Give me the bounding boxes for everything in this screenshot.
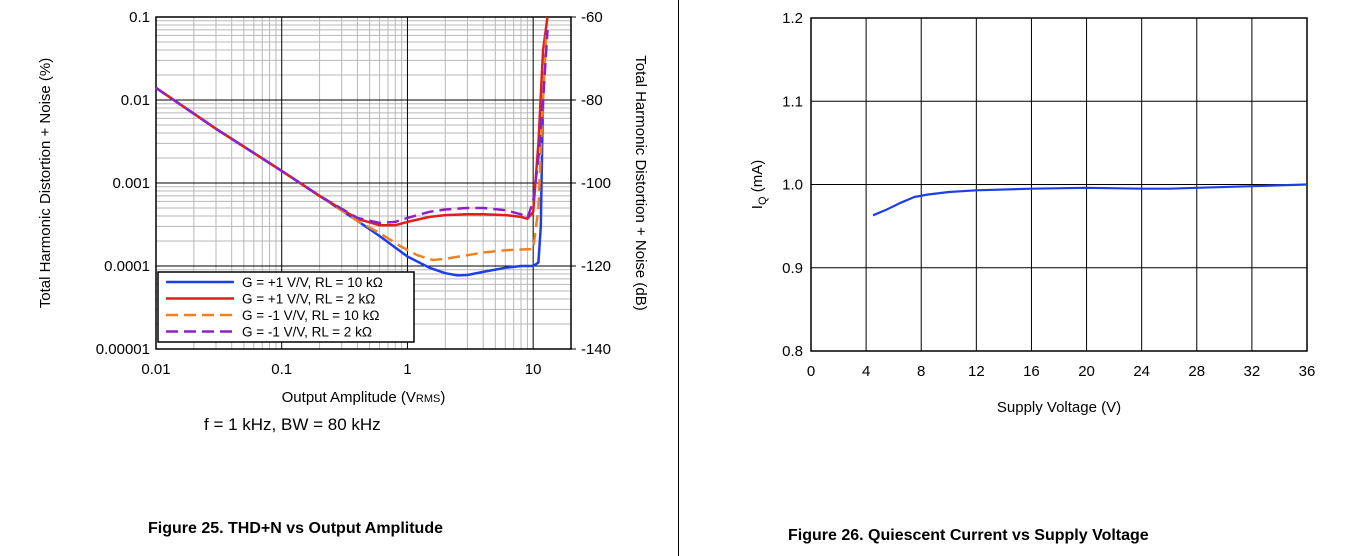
y2-tick-label: -140 [581, 341, 611, 358]
y-tick-label: 1.1 [782, 93, 803, 110]
y-tick-label: 0.00001 [96, 341, 150, 358]
test-condition-note: f = 1 kHz, BW = 80 kHz [204, 415, 381, 434]
figure-25-panel: 0.01 0.1 1 10 0.00001 0.0001 0.001 0.01 0.1 -140 -… [37, 9, 649, 537]
panel-divider [678, 0, 679, 556]
series-line-2 [155, 16, 549, 227]
y2-tick-label: -120 [581, 258, 611, 275]
y-tick-label: 0.9 [782, 260, 803, 277]
y-axis-label: IQ (mA) [749, 160, 769, 209]
y-tick-label: 0.001 [112, 175, 150, 192]
x-tick-label: 8 [917, 363, 925, 380]
legend-label: G = -1 V/V, RL = 2 kΩ [242, 325, 372, 340]
y2-axis-label: Total Harmonic Distortion + Noise (dB) [632, 55, 649, 311]
y-tick-label: 1.2 [782, 10, 803, 27]
x-tick-label: 4 [862, 363, 870, 380]
y-tick-label: 0.1 [129, 9, 150, 26]
legend-label: G = +1 V/V, RL = 10 kΩ [242, 275, 383, 290]
x-tick-label: 20 [1078, 363, 1095, 380]
y2-tick-label: -60 [581, 9, 603, 26]
y-tick-label: 0.8 [782, 343, 803, 360]
legend-label: G = -1 V/V, RL = 10 kΩ [242, 308, 379, 323]
thd-chart: 0.01 0.1 1 10 0.00001 0.0001 0.001 0.01 0.1 -140 -… [37, 9, 649, 406]
y-axis-label: Total Harmonic Distortion + Noise (%) [37, 58, 54, 309]
x-tick-label: 1 [403, 361, 411, 378]
x-tick-label: 12 [968, 363, 985, 380]
x-tick-label: 16 [1023, 363, 1040, 380]
figure-26-caption: Figure 26. Quiescent Current vs Supply V… [788, 527, 1149, 544]
plot-area-border [155, 16, 572, 350]
x-tick-label: 36 [1299, 363, 1316, 380]
series-line-1 [872, 183, 1308, 217]
y2-tick-label: -80 [581, 92, 603, 109]
x-tick-label: 0 [807, 363, 815, 380]
x-tick-label: 32 [1244, 363, 1261, 380]
y2-tick-label: -100 [581, 175, 611, 192]
x-tick-label: 0.1 [271, 361, 292, 378]
legend-label: G = +1 V/V, RL = 2 kΩ [242, 292, 375, 307]
iq-chart: 0 4 8 12 16 20 24 28 32 36 0.8 0.9 1.0 1.1 1.2 Supply V… [749, 10, 1316, 416]
x-tick-label: 10 [525, 361, 542, 378]
x-tick-label: 28 [1188, 363, 1205, 380]
y-tick-label: 0.01 [121, 92, 150, 109]
y-tick-label: 0.0001 [104, 258, 150, 275]
x-axis-label: Supply Voltage (V) [997, 399, 1121, 416]
series-line-4 [155, 29, 549, 225]
series-line-1 [155, 86, 545, 277]
x-axis-label: Output Amplitude (VRMS) [282, 389, 446, 406]
x-tick-label: 24 [1133, 363, 1150, 380]
y-tick-label: 1.0 [782, 177, 803, 194]
legend-box [157, 271, 415, 343]
x-tick-label: 0.01 [141, 361, 170, 378]
figure-25-caption: Figure 25. THD+N vs Output Amplitude [148, 520, 443, 537]
figure-26-panel: 0 4 8 12 16 20 24 28 32 36 0.8 0.9 1.0 1.1 1.2 Supply V… [678, 0, 1347, 556]
